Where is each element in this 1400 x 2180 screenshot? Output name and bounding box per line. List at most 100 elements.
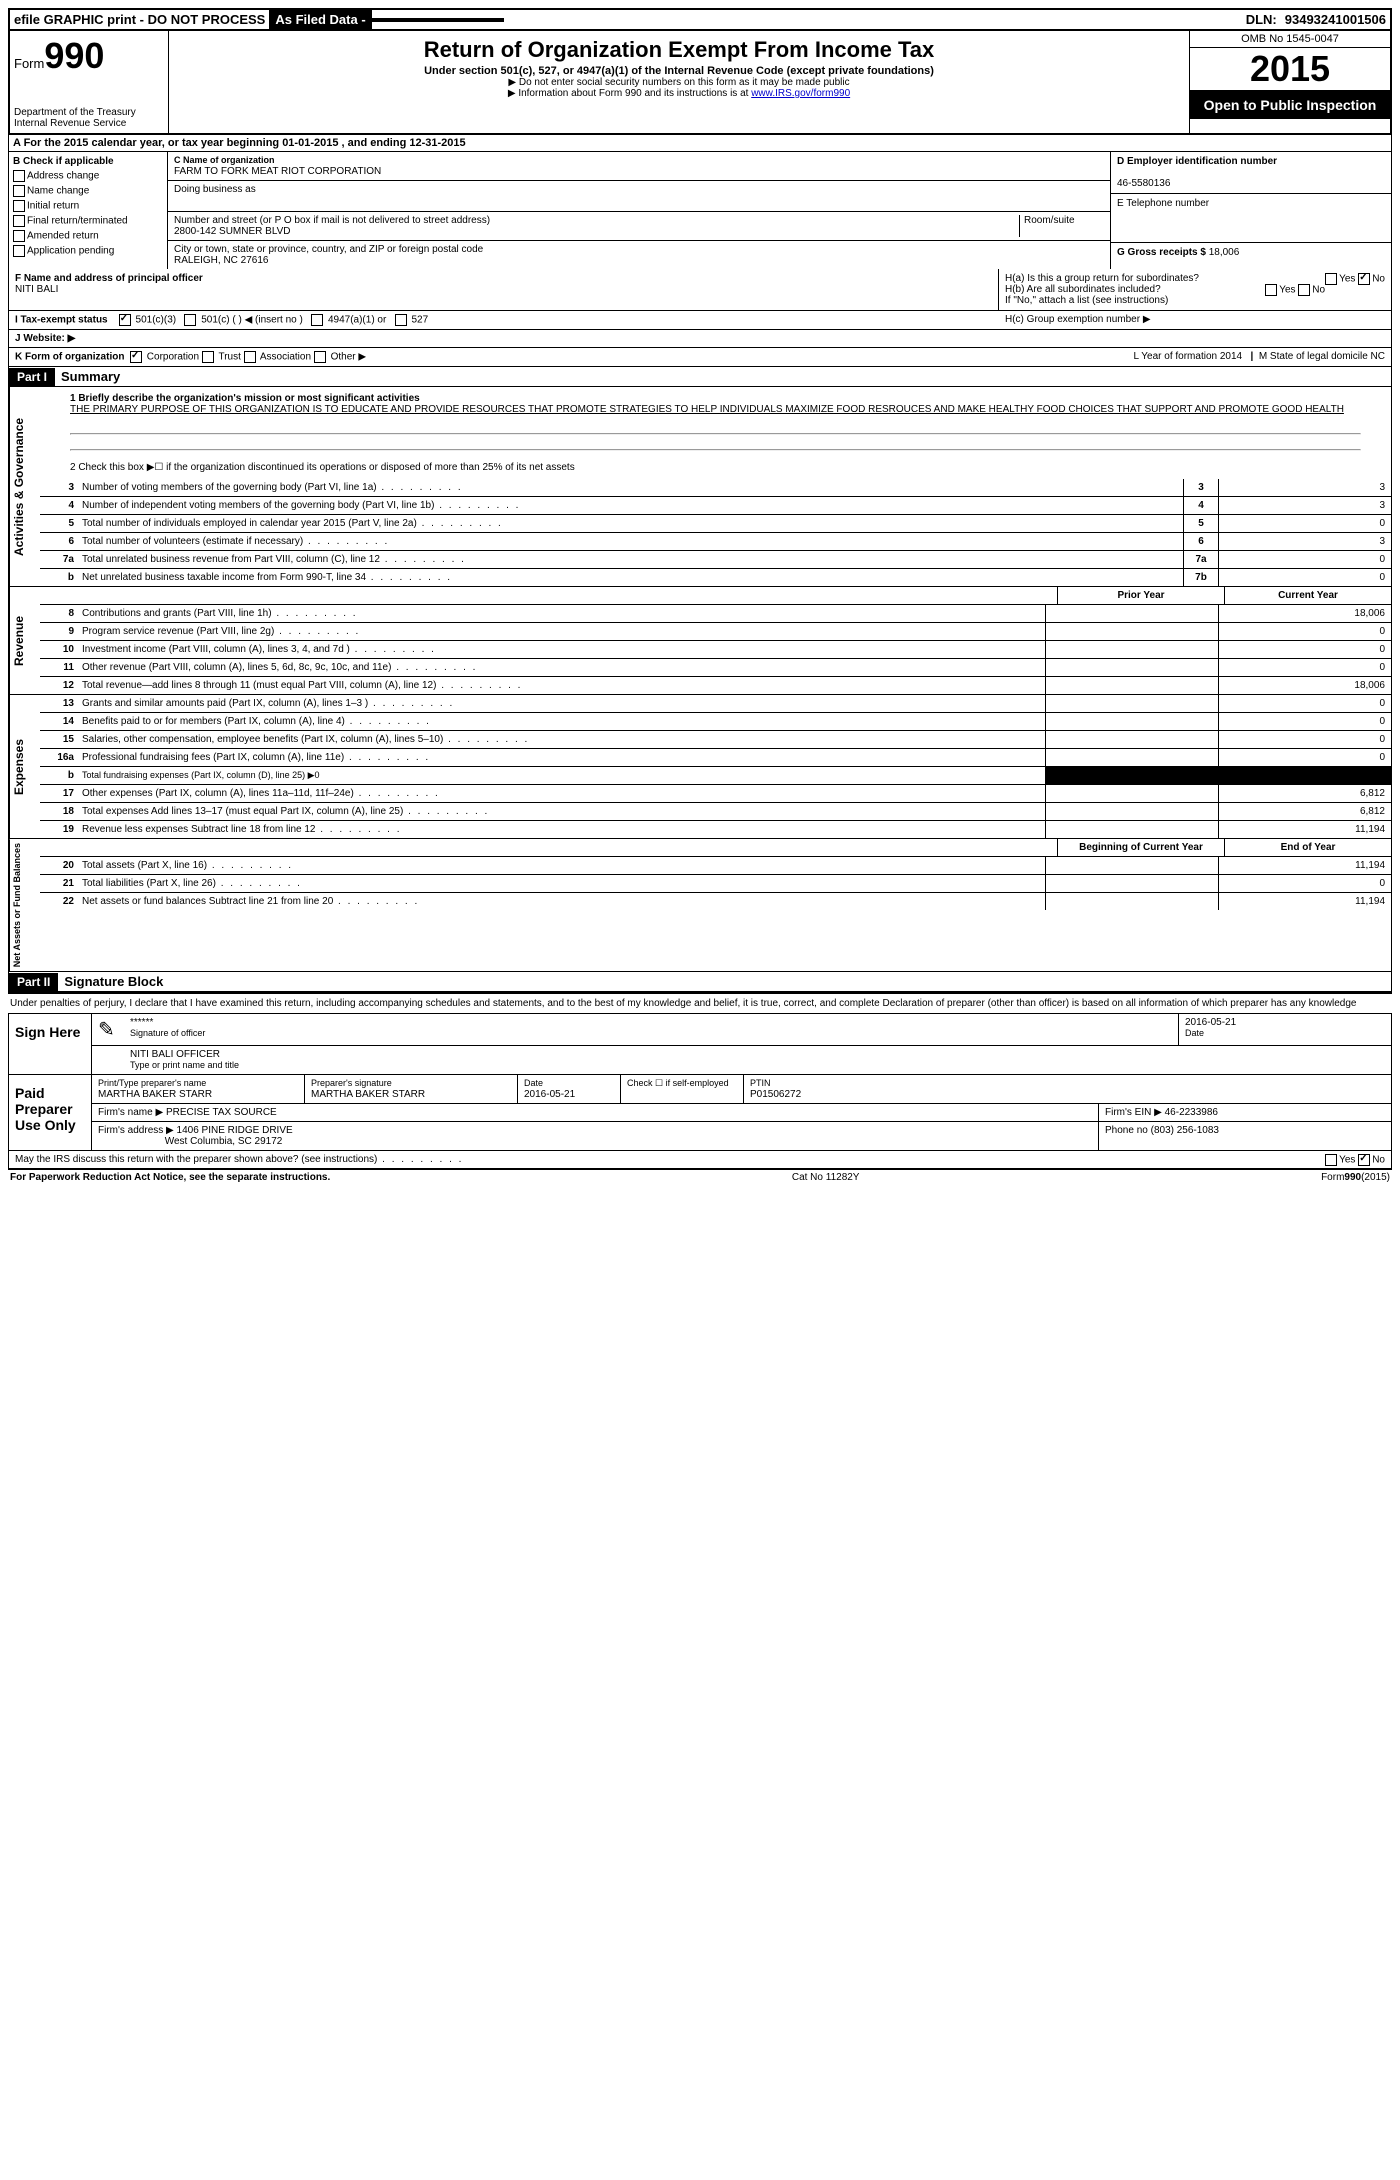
- prep-date: 2016-05-21: [524, 1089, 575, 1100]
- part1-badge: Part I: [9, 368, 55, 386]
- m-state: M State of legal domicile NC: [1259, 351, 1385, 362]
- line-6: 6 Total number of volunteers (estimate i…: [40, 532, 1391, 550]
- ssn-note: ▶ Do not enter social security numbers o…: [173, 77, 1185, 88]
- dln-label: DLN:: [1242, 10, 1281, 29]
- part1-header: Part I Summary: [8, 367, 1392, 387]
- b-label: B Check if applicable: [13, 156, 163, 167]
- chk-other[interactable]: [314, 351, 326, 363]
- discuss-row: May the IRS discuss this return with the…: [8, 1151, 1392, 1169]
- chk-trust[interactable]: [202, 351, 214, 363]
- hb-label: H(b) Are all subordinates included?: [1005, 284, 1161, 295]
- sign-here-block: Sign Here ✎ ******Signature of officer 2…: [8, 1013, 1392, 1075]
- h-note: If "No," attach a list (see instructions…: [1005, 295, 1385, 306]
- chk-501c3[interactable]: [119, 314, 131, 326]
- irs-link[interactable]: www.IRS.gov/form990: [751, 88, 850, 99]
- chk-assoc[interactable]: [244, 351, 256, 363]
- begin-year-hdr: Beginning of Current Year: [1057, 839, 1224, 856]
- line-19: 19 Revenue less expenses Subtract line 1…: [40, 820, 1391, 838]
- chk-pending[interactable]: [13, 245, 25, 257]
- firm-name: PRECISE TAX SOURCE: [166, 1107, 277, 1118]
- footer-mid: Cat No 11282Y: [792, 1172, 860, 1183]
- chk-501c[interactable]: [184, 314, 196, 326]
- end-year-hdr: End of Year: [1224, 839, 1391, 856]
- pen-icon: ✎: [92, 1014, 124, 1045]
- as-filed: As Filed Data -: [269, 10, 371, 29]
- ha-no[interactable]: [1358, 273, 1370, 285]
- netassets-label: Net Assets or Fund Balances: [9, 839, 40, 971]
- line2-text: 2 Check this box ▶☐ if the organization …: [40, 462, 1391, 479]
- form-label: Form: [14, 56, 44, 71]
- line-18: 18 Total expenses Add lines 13–17 (must …: [40, 802, 1391, 820]
- self-employed: Check ☐ if self-employed: [621, 1075, 744, 1103]
- paid-preparer-label: Paid Preparer Use Only: [9, 1075, 92, 1150]
- tel-label: E Telephone number: [1117, 198, 1209, 209]
- chk-4947[interactable]: [311, 314, 323, 326]
- omb-number: OMB No 1545-0047: [1190, 31, 1390, 48]
- footer-right: Form990(2015): [1321, 1172, 1390, 1183]
- city-value: RALEIGH, NC 27616: [174, 255, 269, 266]
- chk-amended[interactable]: [13, 230, 25, 242]
- perjury-text: Under penalties of perjury, I declare th…: [8, 992, 1392, 1013]
- chk-name[interactable]: [13, 185, 25, 197]
- row-fh: F Name and address of principal officer …: [8, 269, 1392, 311]
- k-label: K Form of organization: [15, 352, 124, 363]
- officer-printed: NITI BALI OFFICER: [130, 1049, 220, 1060]
- header-left: Form990 Department of the Treasury Inter…: [10, 31, 169, 133]
- line-10: 10 Investment income (Part VIII, column …: [40, 640, 1391, 658]
- sig-date: 2016-05-21: [1185, 1017, 1236, 1028]
- line-b: b Net unrelated business taxable income …: [40, 568, 1391, 586]
- row-a-taxyear: A For the 2015 calendar year, or tax yea…: [8, 135, 1392, 152]
- j-label: J Website: ▶: [15, 333, 75, 344]
- form-title: Return of Organization Exempt From Incom…: [173, 37, 1185, 63]
- current-year-hdr: Current Year: [1224, 587, 1391, 604]
- ein-value: 46-5580136: [1117, 178, 1170, 189]
- dba-label: Doing business as: [174, 184, 256, 195]
- line-7a: 7a Total unrelated business revenue from…: [40, 550, 1391, 568]
- line-9: 9 Program service revenue (Part VIII, li…: [40, 622, 1391, 640]
- room-label: Room/suite: [1024, 215, 1075, 226]
- firm-addr1: 1406 PINE RIDGE DRIVE: [177, 1125, 293, 1136]
- line1-label: 1 Briefly describe the organization's mi…: [70, 393, 420, 404]
- line-22: 22 Net assets or fund balances Subtract …: [40, 892, 1391, 910]
- form-number: 990: [44, 35, 104, 76]
- form-header: Form990 Department of the Treasury Inter…: [8, 31, 1392, 135]
- city-label: City or town, state or province, country…: [174, 244, 483, 255]
- row-k: K Form of organization Corporation Trust…: [8, 348, 1392, 367]
- hb-yes[interactable]: [1265, 284, 1277, 296]
- header-right: OMB No 1545-0047 2015 Open to Public Ins…: [1189, 31, 1390, 133]
- chk-address[interactable]: [13, 170, 25, 182]
- mission-text: THE PRIMARY PURPOSE OF THIS ORGANIZATION…: [70, 404, 1344, 415]
- form-subtitle: Under section 501(c), 527, or 4947(a)(1)…: [173, 65, 1185, 77]
- discuss-yes[interactable]: [1325, 1154, 1337, 1166]
- column-c: C Name of organizationFARM TO FORK MEAT …: [168, 152, 1110, 269]
- chk-initial[interactable]: [13, 200, 25, 212]
- line-16a: 16a Professional fundraising fees (Part …: [40, 748, 1391, 766]
- governance-label: Activities & Governance: [9, 387, 40, 586]
- mission-box: 1 Briefly describe the organization's mi…: [40, 387, 1391, 462]
- chk-corp[interactable]: [130, 351, 142, 363]
- ha-yes[interactable]: [1325, 273, 1337, 285]
- revenue-label: Revenue: [9, 587, 40, 694]
- date-label: Date: [1185, 1028, 1204, 1038]
- preparer-name: MARTHA BAKER STARR: [98, 1089, 212, 1100]
- i-label: I Tax-exempt status: [15, 315, 108, 326]
- chk-final[interactable]: [13, 215, 25, 227]
- row-i: I Tax-exempt status 501(c)(3) 501(c) ( )…: [8, 311, 1392, 330]
- irs-label: Internal Revenue Service: [14, 118, 164, 129]
- as-filed-blank: [372, 18, 504, 22]
- dln-value: 93493241001506: [1281, 10, 1390, 29]
- hb-no[interactable]: [1298, 284, 1310, 296]
- row-j: J Website: ▶: [8, 330, 1392, 348]
- top-bar: efile GRAPHIC print - DO NOT PROCESS As …: [8, 8, 1392, 31]
- addr-label: Number and street (or P O box if mail is…: [174, 215, 490, 226]
- section-bcd: B Check if applicable Address change Nam…: [8, 152, 1392, 269]
- part2-title: Signature Block: [58, 972, 169, 991]
- line-5: 5 Total number of individuals employed i…: [40, 514, 1391, 532]
- discuss-no[interactable]: [1358, 1154, 1370, 1166]
- officer-name: NITI BALI: [15, 284, 58, 295]
- chk-527[interactable]: [395, 314, 407, 326]
- line-11: 11 Other revenue (Part VIII, column (A),…: [40, 658, 1391, 676]
- line-21: 21 Total liabilities (Part X, line 26) 0: [40, 874, 1391, 892]
- revenue-section: Revenue Prior YearCurrent Year 8 Contrib…: [8, 587, 1392, 695]
- line-12: 12 Total revenue—add lines 8 through 11 …: [40, 676, 1391, 694]
